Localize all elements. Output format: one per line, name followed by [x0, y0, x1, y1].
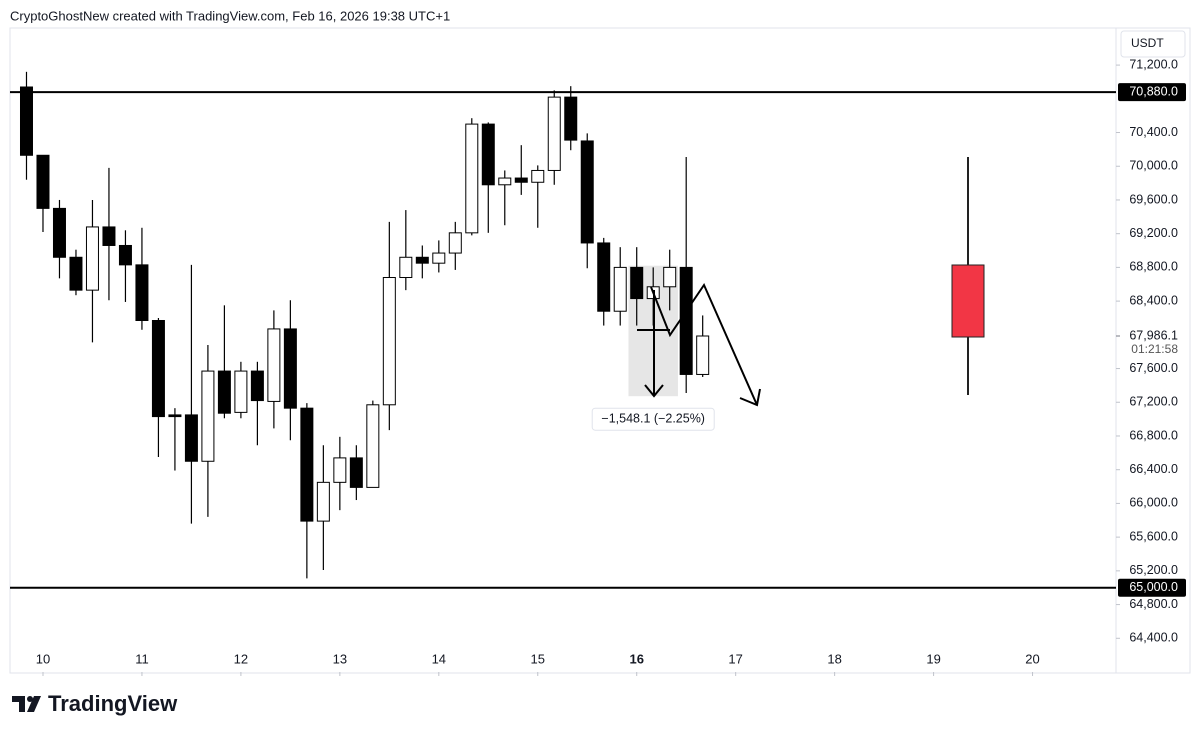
candle-body [300, 407, 314, 522]
candle-body [283, 328, 297, 409]
y-tick-label: 70,000.0 [1129, 159, 1178, 173]
candle-body [663, 266, 677, 288]
candle-body [267, 328, 281, 402]
x-tick-label: 16 [629, 651, 643, 666]
candle-body [217, 370, 231, 414]
candle-body [399, 256, 413, 279]
x-tick-label: 19 [926, 651, 940, 666]
candle-body [415, 256, 429, 264]
price-line-label: 65,000.0 [1129, 580, 1178, 594]
candle-body [316, 481, 330, 522]
candle-body [531, 169, 545, 183]
logo-dot [27, 696, 33, 702]
zigzag-path [650, 282, 758, 406]
logo-text: TradingView [48, 691, 178, 716]
candle-body [597, 242, 611, 312]
candle-body [448, 232, 462, 254]
x-tick-label: 18 [827, 651, 841, 666]
candle-body [514, 177, 528, 183]
price-line-label: 70,880.0 [1129, 84, 1178, 98]
y-tick-label: 65,200.0 [1129, 563, 1178, 577]
candle-body [580, 140, 594, 244]
measure-label: −1,548.1 (−2.25%) [601, 411, 705, 425]
candle-body [679, 266, 693, 375]
header: CryptoGhostNew created with TradingView.… [10, 8, 450, 23]
candle-body [135, 264, 149, 321]
logo-mark [12, 696, 41, 712]
candle-body [547, 96, 561, 171]
countdown: 01:21:58 [1131, 342, 1178, 356]
candle-body [36, 154, 50, 209]
y-tick-label: 65,600.0 [1129, 529, 1178, 543]
x-tick-label: 14 [432, 651, 446, 666]
x-tick-label: 11 [135, 651, 149, 666]
candle-body [481, 123, 495, 186]
chart-frame [9, 27, 1191, 674]
y-tick-label: 66,800.0 [1129, 428, 1178, 442]
y-tick-label: 69,200.0 [1129, 226, 1178, 240]
candle-body [168, 414, 182, 418]
y-tick-label: 64,400.0 [1129, 631, 1178, 645]
candle-body [52, 207, 66, 258]
currency: USDT [1131, 36, 1164, 50]
x-tick-label: 15 [531, 651, 545, 666]
x-tick-label: 17 [728, 651, 742, 666]
down-arrow-head [644, 384, 664, 398]
candle-body [382, 277, 396, 406]
candle-body [234, 370, 248, 413]
y-tick-label: 66,400.0 [1129, 462, 1178, 476]
zigzag-arrow-head [739, 388, 761, 407]
plot-area: 71,200.0 70,400.0 70,000.0 69,600.0 69,200.0… [10, 57, 1186, 676]
candle-body [696, 335, 710, 375]
candle-body [564, 96, 578, 141]
candle-body [69, 256, 83, 291]
candle-body [85, 226, 99, 291]
y-tick-label: 69,600.0 [1129, 192, 1178, 206]
y-tick-label: 64,800.0 [1129, 597, 1178, 611]
candle-body [349, 457, 363, 488]
candle-body [201, 370, 215, 462]
candle-body [366, 404, 380, 488]
candle-body [102, 226, 116, 246]
last-price-label: 67,986.1 [1129, 328, 1178, 342]
candle-body [250, 370, 264, 402]
measure-label-bg [591, 407, 715, 431]
x-tick-label: 12 [234, 651, 248, 666]
candle-body [432, 252, 446, 264]
y-tick-label: 68,800.0 [1129, 260, 1178, 274]
price-line-label-bg [1118, 578, 1186, 597]
y-tick-label: 67,600.0 [1129, 361, 1178, 375]
x-tick-label: 13 [333, 651, 347, 666]
candle-body [465, 123, 479, 234]
candle-body [118, 244, 132, 266]
candle-body [19, 86, 33, 156]
drawings: −1,548.1 (−2.25%) [591, 157, 985, 431]
candle-body [333, 457, 347, 483]
y-tick-label: 67,200.0 [1129, 395, 1178, 409]
price-line-label-bg [1118, 83, 1186, 102]
candle-body [184, 414, 198, 462]
projection-candle [951, 264, 985, 338]
y-tick-label: 70,400.0 [1129, 125, 1178, 139]
y-tick-label: 71,200.0 [1129, 57, 1178, 71]
x-tick-label: 20 [1025, 651, 1039, 666]
x-tick-label: 10 [36, 651, 50, 666]
currency-box[interactable] [1120, 30, 1186, 58]
candle-body [151, 319, 165, 418]
candle-body [613, 266, 627, 312]
y-tick-label: 66,000.0 [1129, 496, 1178, 510]
footer: TradingView [12, 691, 178, 716]
candle-body [498, 177, 512, 186]
candle-body [630, 266, 644, 300]
y-tick-label: 68,400.0 [1129, 293, 1178, 307]
